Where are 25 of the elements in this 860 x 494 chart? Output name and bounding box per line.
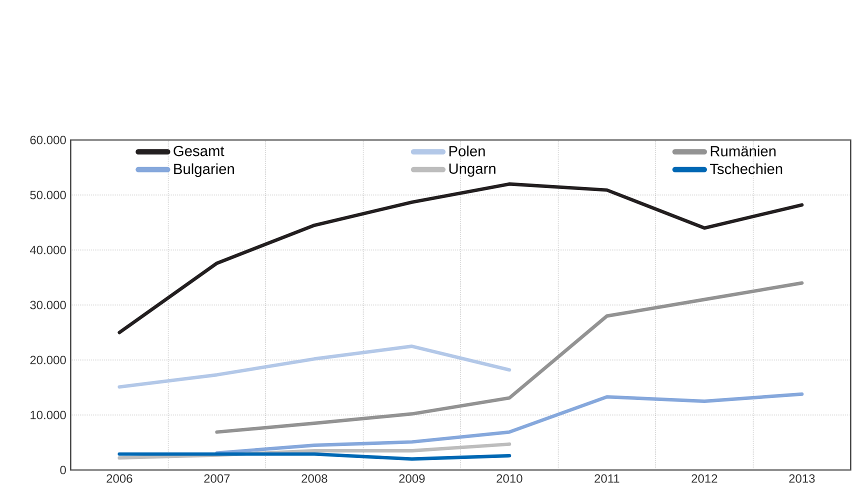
legend-label: Tschechien bbox=[710, 163, 782, 174]
legend-label: Gesamt bbox=[174, 146, 224, 156]
line-series bbox=[118, 344, 512, 389]
y-tick-label: 20.000 bbox=[30, 356, 66, 364]
y-tick-label: 40.000 bbox=[30, 246, 66, 254]
x-tick-label: 2012 bbox=[692, 474, 718, 483]
y-tick-label: 50.000 bbox=[30, 190, 66, 200]
y-tick-label: 60.000 bbox=[30, 136, 66, 144]
legend-label: Rumänien bbox=[710, 146, 776, 156]
line-series bbox=[215, 392, 804, 455]
y-tick-label: 0 bbox=[60, 466, 66, 474]
legend-label: Polen bbox=[449, 146, 485, 156]
y-tick-label: 10.000 bbox=[30, 410, 66, 420]
legend-label: Ungarn bbox=[449, 164, 496, 177]
x-tick-label: 2013 bbox=[789, 474, 815, 483]
x-tick-label: 2008 bbox=[302, 474, 328, 483]
x-tick-label: 2007 bbox=[204, 474, 230, 483]
x-tick-label: 2010 bbox=[496, 474, 522, 483]
x-tick-label: 2006 bbox=[106, 474, 132, 483]
x-tick-label: 2011 bbox=[594, 474, 620, 483]
line-series bbox=[118, 182, 804, 334]
y-tick-label: 30.000 bbox=[30, 300, 66, 310]
line-series bbox=[215, 281, 804, 434]
legend-label: Bulgarien bbox=[174, 163, 234, 178]
x-tick-label: 2009 bbox=[399, 474, 425, 483]
